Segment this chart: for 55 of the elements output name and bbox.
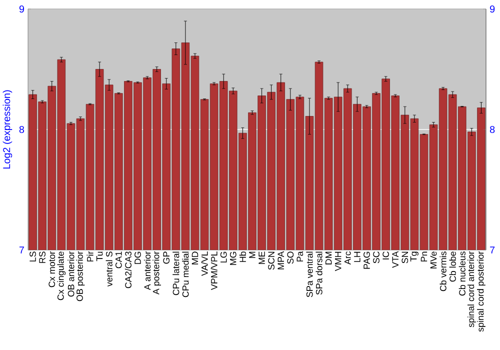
x-tick-label: VA/VL — [201, 251, 208, 276]
x-tick-label: ventral S — [106, 252, 112, 287]
x-tick-label: MPA — [278, 251, 284, 270]
x-tick-label: VTA — [392, 251, 398, 268]
y2-tick-label: 7 — [490, 246, 495, 254]
x-tick-label: A posterior — [152, 251, 161, 295]
x-tick-label: MG — [230, 252, 236, 265]
x-tick-label: DM — [325, 252, 332, 264]
x-tick-label: Tg — [410, 252, 418, 262]
x-tick-label: LS — [30, 252, 36, 262]
x-tick-label: LH — [354, 252, 360, 262]
x-tick-label: Pa — [296, 251, 304, 262]
x-tick-label: OB anterior — [68, 251, 74, 297]
x-tick-label: CPu lateral — [172, 252, 180, 296]
x-tick-label: Cb lobe — [449, 252, 456, 282]
x-tick-label: IC — [382, 252, 389, 260]
x-tick-label: CPu medial — [182, 252, 189, 298]
x-tick-label: RS — [39, 252, 46, 263]
x-tick-label: PAG — [364, 252, 370, 269]
y2-tick-label: 9 — [490, 5, 495, 13]
x-tick-label: Cb vermis — [440, 252, 446, 292]
x-tick-label: SCN — [268, 252, 274, 270]
x-tick-label: A anterior — [144, 251, 151, 290]
x-tick-label: SPa dorsal — [316, 252, 322, 295]
x-tick-label: LG — [220, 252, 227, 262]
x-tick-label: M — [249, 252, 256, 258]
x-tick-label: GP — [163, 252, 170, 264]
x-tick-label: Tu — [96, 252, 103, 262]
y-tick-label: 7 — [19, 246, 24, 254]
x-tick-label: spinal cord posterior — [477, 251, 486, 332]
y-tick-label: 8 — [19, 126, 24, 134]
x-tick-label: DG — [134, 252, 141, 264]
x-tick-label: Cx motor — [48, 251, 56, 288]
x-tick-label: Cb nucleus — [458, 252, 466, 296]
y2-tick-label: 8 — [490, 126, 495, 134]
x-tick-label: SC — [373, 252, 380, 264]
x-tick-label: VPM/VPL — [210, 251, 218, 290]
x-tick-label: SO — [287, 252, 294, 264]
x-tick-label: MD — [192, 252, 198, 264]
x-tick-label: SN — [402, 252, 408, 264]
x-tick-label: Pn — [420, 252, 428, 262]
x-tick-label: SPa ventral — [306, 252, 313, 298]
x-tick-label: Hb — [239, 252, 246, 262]
x-tick-label: Arc — [344, 251, 351, 265]
x-tick-label: OB posterior — [76, 251, 85, 302]
x-tick-label: Pir — [86, 251, 94, 262]
x-tick-label: spinal cord anterior — [468, 251, 476, 328]
y-tick-label: 9 — [19, 5, 24, 13]
x-tick-label: CA1 — [115, 252, 122, 268]
x-tick-label: Cx cingulate — [57, 252, 66, 300]
x-tick-label: VMH — [335, 252, 342, 272]
y-axis-title: Log2 (expression) — [2, 90, 12, 169]
x-tick-label: ME — [258, 252, 265, 264]
x-tick-label: MVe — [430, 252, 437, 268]
x-tick-label: CA2/CA3 — [124, 252, 132, 288]
